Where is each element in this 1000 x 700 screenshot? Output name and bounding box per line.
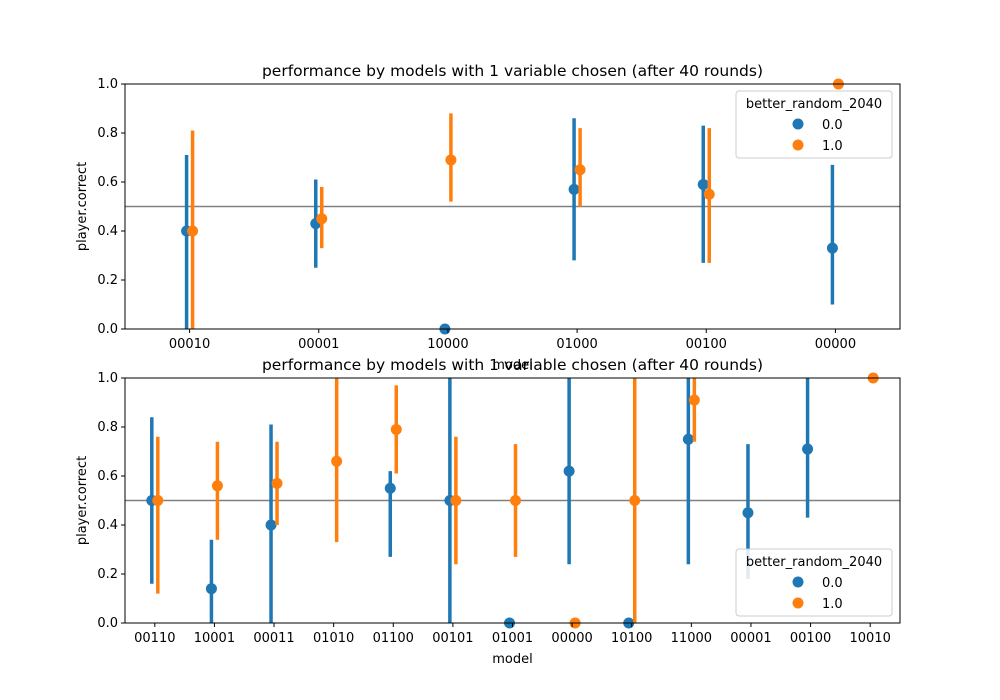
- point-11000: [688, 394, 700, 406]
- legend-box: [735, 548, 893, 617]
- y-tick-label: 0.0: [97, 616, 118, 631]
- x-tick-label: 00010: [169, 337, 210, 352]
- x-tick-label: 11000: [671, 631, 712, 646]
- x-tick-label: 00001: [298, 337, 339, 352]
- legend-marker-0.0: [792, 118, 804, 130]
- legend-marker-0.0: [792, 576, 804, 588]
- x-tick-label: 00100: [686, 337, 727, 352]
- point-10100: [629, 495, 641, 506]
- y-axis-label: player.correct: [75, 456, 90, 545]
- series-0.0: [181, 118, 838, 335]
- point-01000: [574, 164, 586, 176]
- point-00100: [703, 188, 715, 200]
- chart-title: performance by models with 1 variable ch…: [262, 62, 763, 80]
- y-tick-label: 0.8: [97, 420, 118, 435]
- x-axis-label: model: [492, 358, 532, 373]
- point-01100: [384, 482, 396, 494]
- y-tick-label: 0.4: [97, 518, 118, 533]
- point-00100: [802, 443, 814, 455]
- point-00001: [742, 507, 754, 519]
- x-tick-label: 00000: [551, 631, 592, 646]
- x-tick-label: 10000: [427, 337, 468, 352]
- y-tick-label: 1.0: [97, 371, 118, 386]
- chart-title: performance by models with 1 variable ch…: [262, 356, 763, 374]
- legend: better_random_2040 0.0 1.0: [735, 548, 893, 617]
- point-00010: [187, 225, 199, 237]
- legend-marker-1.0: [792, 597, 804, 609]
- point-10000: [445, 154, 457, 166]
- x-tick-label: 10100: [611, 631, 652, 646]
- point-01000: [568, 183, 580, 195]
- legend-box: [735, 90, 893, 159]
- point-01010: [331, 455, 343, 467]
- x-tick-label: 00000: [815, 337, 856, 352]
- x-tick-label: 01001: [492, 631, 533, 646]
- legend-label-1.0: 1.0: [822, 139, 843, 154]
- legend-marker-1.0: [792, 139, 804, 151]
- x-tick-label: 00011: [253, 631, 294, 646]
- legend-title: better_random_2040: [746, 555, 882, 570]
- y-tick-label: 0.8: [97, 126, 118, 141]
- y-tick-label: 1.0: [97, 77, 118, 92]
- x-tick-label: 01000: [556, 337, 597, 352]
- point-00110: [152, 495, 164, 506]
- legend-title: better_random_2040: [746, 97, 882, 112]
- legend-label-0.0: 0.0: [822, 576, 843, 591]
- point-00100: [697, 178, 709, 190]
- point-00101: [450, 495, 462, 506]
- x-tick-label: 00100: [790, 631, 831, 646]
- x-axis-label: model: [492, 652, 532, 667]
- point-00011: [271, 477, 283, 489]
- legend: better_random_2040 0.0 1.0: [735, 90, 893, 159]
- y-tick-label: 0.6: [97, 469, 118, 484]
- point-11000: [682, 433, 694, 445]
- series-1.0: [187, 78, 844, 329]
- top-chart: 0.0 0.2 0.4 0.6 0.8 1.0 00010 00001 10000 01000 00…: [75, 62, 901, 373]
- x-tick-label: 10001: [194, 631, 235, 646]
- point-01001: [510, 495, 521, 506]
- x-tick-label: 00101: [432, 631, 473, 646]
- point-00000: [826, 242, 838, 254]
- point-00001: [316, 213, 328, 225]
- y-axis-label: player.correct: [75, 162, 90, 251]
- y-tick-label: 0.0: [97, 322, 118, 337]
- x-tick-label: 10010: [850, 631, 891, 646]
- legend-label-0.0: 0.0: [822, 118, 843, 133]
- x-tick-label: 00110: [134, 631, 175, 646]
- point-00011: [265, 519, 277, 531]
- point-10001: [211, 480, 223, 492]
- series-0.0: [146, 378, 814, 629]
- point-00000: [563, 465, 575, 477]
- point-10001: [205, 583, 217, 595]
- axes-frame: [124, 83, 901, 330]
- x-tick-label: 01010: [313, 631, 354, 646]
- y-tick-label: 0.2: [97, 273, 118, 288]
- point-01100: [390, 423, 402, 435]
- legend-label-1.0: 1.0: [822, 597, 843, 612]
- y-tick-label: 0.4: [97, 224, 118, 239]
- y-tick-label: 0.6: [97, 175, 118, 190]
- x-tick-label: 01100: [373, 631, 414, 646]
- x-tick-label: 00001: [730, 631, 771, 646]
- bottom-chart: 0.0 0.2 0.4 0.6 0.8 1.0 00110 10001 00011 01010 01…: [75, 356, 901, 667]
- y-tick-label: 0.2: [97, 567, 118, 582]
